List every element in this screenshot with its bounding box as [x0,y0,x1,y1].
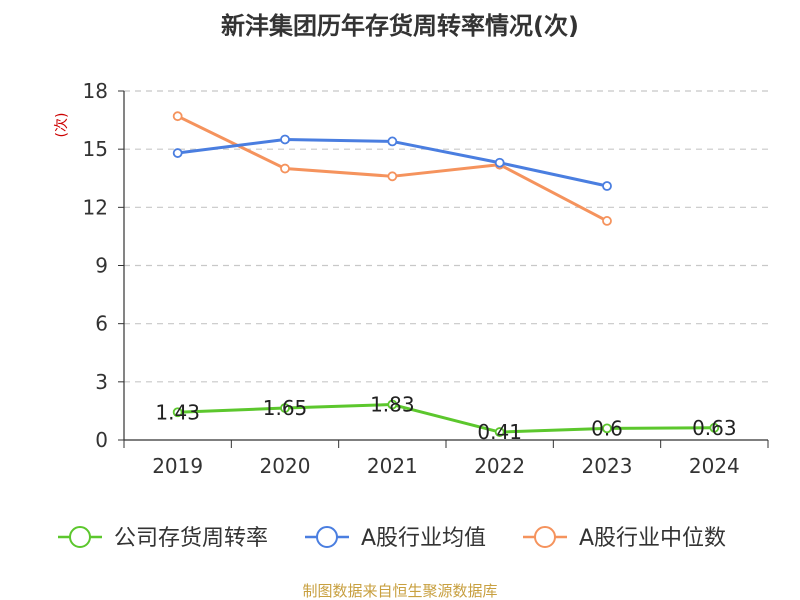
legend-marker-1 [316,526,338,548]
y-axis-unit-label: (次) [54,113,70,138]
data-point-1-2023 [602,181,612,191]
x-tick-label-2021: 2021 [367,454,418,478]
data-point-0-2024 [709,422,720,433]
legend-label-1: A股行业均值 [361,526,486,551]
y-tick-label-6: 6 [95,312,108,336]
data-point-2-2020 [280,163,290,174]
data-label-2024: 0.63 [692,416,737,440]
data-label-2022: 0.41 [477,420,522,444]
data-point-1-2020 [280,134,290,145]
series-line-0 [177,403,715,434]
series-group [172,111,720,437]
data-point-1-2022 [494,157,505,168]
data-labels: 1.43 1.65 1.83 0.41 0.6 0.63 [155,393,736,445]
y-tick-label-0: 0 [95,428,108,452]
data-point-1-2021 [387,136,398,147]
data-point-0-2021 [387,399,398,410]
y-tick-label-12: 12 [83,195,108,219]
legend-label-2: A股行业中位数 [579,526,726,551]
data-point-0-2019 [172,407,183,418]
data-label-2019: 1.43 [155,400,200,424]
y-tick-label-15: 15 [83,137,108,161]
legend-label-0: 公司存货周转率 [114,526,268,551]
source-note: 制图数据来自恒生聚源数据库 [302,582,497,600]
data-label-2020: 1.65 [263,396,308,420]
data-label-2021: 1.83 [370,393,415,417]
x-tick-label-2022: 2022 [474,454,525,478]
legend: 公司存货周转率 A股行业均值 A股行业中位数 [58,526,726,551]
y-tick-label-9: 9 [95,254,108,278]
y-tick-label-18: 18 [83,79,108,103]
data-point-2-2023 [602,216,612,226]
x-tick-label-2024: 2024 [689,454,740,478]
series-line-2 [177,114,608,223]
data-point-2-2021 [387,171,398,182]
grid-lines [124,90,768,383]
data-point-1-2019 [172,148,183,158]
x-tick-label-2019: 2019 [152,454,203,478]
x-tick-label-2023: 2023 [582,454,633,478]
x-tick-label-2020: 2020 [260,454,311,478]
data-label-2023: 0.6 [591,416,623,440]
data-point-2-2019 [172,111,183,122]
data-point-0-2020 [280,403,290,413]
legend-marker-2 [534,526,556,548]
data-point-0-2022 [494,427,505,437]
legend-marker-0 [69,526,91,548]
data-point-0-2023 [602,423,612,434]
chart-title: 新沣集团历年存货周转率情况(次) [221,12,579,40]
axes: 0 3 6 9 12 15 18 2019 2020 2021 2022 2023 2024 [83,79,769,478]
y-tick-label-3: 3 [95,370,108,394]
